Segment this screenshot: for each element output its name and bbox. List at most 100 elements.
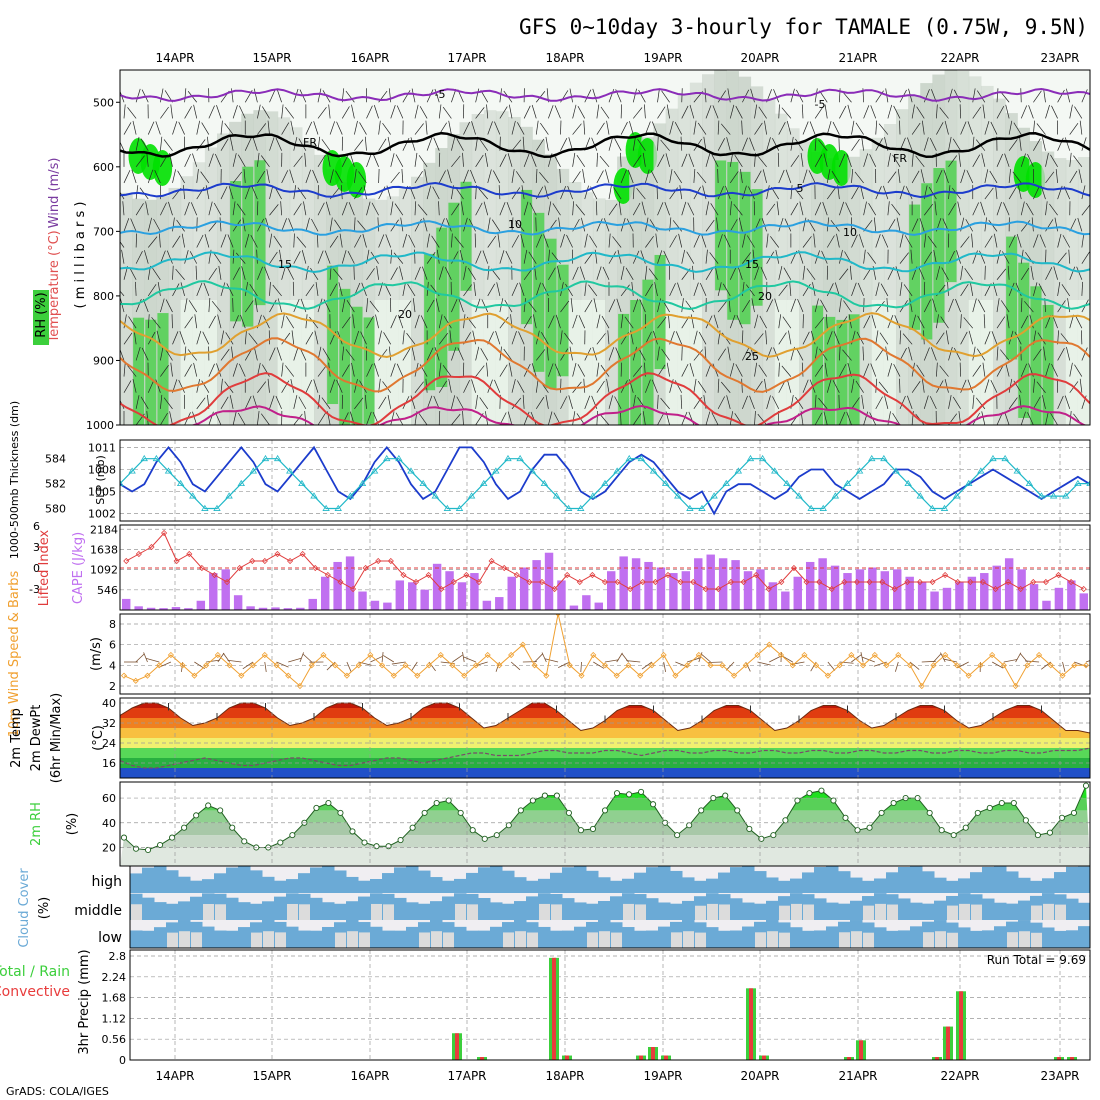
- wind-barb: [135, 251, 143, 264]
- thickness-point: [1049, 492, 1058, 499]
- wind-barb: [266, 169, 270, 184]
- wind-barb: [593, 298, 598, 313]
- cloud-bar: [1018, 877, 1031, 893]
- rh-point: [854, 827, 861, 834]
- wind-barb: [305, 217, 310, 232]
- wind-barb: [184, 298, 188, 313]
- wind-barb: [814, 106, 824, 119]
- wind-barb: [1027, 412, 1034, 425]
- wind-speed-point: [1082, 662, 1090, 669]
- wind-barb: [317, 202, 325, 216]
- rh-green-column: [812, 305, 824, 425]
- wind-barb: [422, 266, 428, 280]
- precip-panel: 2.82.241.681.120.560 Run Total = 9.69 To…: [0, 949, 1091, 1067]
- cloud-label-middle: middle: [74, 903, 122, 919]
- li-point: [337, 578, 344, 586]
- wind-barb: [608, 251, 617, 264]
- wind-barb: [665, 153, 670, 167]
- cape-bar: [209, 573, 218, 610]
- cloud-bar: [430, 901, 443, 920]
- wind-speed-point: [519, 641, 526, 648]
- li-point: [916, 578, 924, 586]
- wind-barb: [236, 203, 246, 216]
- surface-wind-barb: [604, 659, 619, 663]
- cloud-bar: [562, 930, 575, 948]
- wind-barb: [697, 122, 707, 135]
- wind-barb: [674, 122, 683, 135]
- wind-barb: [879, 332, 889, 345]
- wind-barb: [329, 235, 339, 248]
- wind-barb: [960, 314, 962, 329]
- cloud-gap: [947, 932, 958, 948]
- rh-point: [505, 822, 512, 829]
- wind-barb: [443, 316, 452, 329]
- contour-label: FR: [893, 152, 907, 165]
- cloud-bar: [250, 903, 263, 920]
- cloud-gap: [1055, 904, 1066, 920]
- wind-barb: [479, 397, 489, 410]
- wind-barb: [846, 411, 852, 425]
- wind-barb: [272, 284, 282, 297]
- cape-bar: [333, 561, 342, 610]
- rh-point: [626, 791, 633, 798]
- wind-barb: [814, 88, 818, 103]
- tick-label: 60: [102, 792, 116, 805]
- wind-barb: [410, 137, 416, 151]
- cloud-bar: [982, 866, 995, 893]
- date-label-top: 20APR: [740, 51, 779, 65]
- wind-speed-point: [777, 651, 785, 659]
- wind-barb: [1069, 123, 1079, 135]
- wind-barb: [220, 234, 227, 248]
- wind-barb: [657, 136, 659, 151]
- wind-barb: [944, 379, 949, 393]
- wind-barb: [321, 397, 331, 410]
- rh-gray-column: [265, 111, 279, 425]
- wind-barb: [657, 202, 664, 216]
- li-point: [412, 578, 420, 586]
- wind-barb: [858, 234, 864, 248]
- wind-barb: [281, 218, 287, 232]
- wind-barb: [842, 349, 852, 361]
- thickness-point: [831, 492, 840, 499]
- wind-barb: [788, 330, 792, 345]
- wind-barb: [373, 363, 379, 377]
- wind-barb: [572, 362, 577, 377]
- wind-barb: [875, 282, 880, 296]
- surface-wind-barb: [943, 658, 958, 663]
- wind-barb: [448, 378, 452, 393]
- wind-barb: [390, 267, 398, 280]
- li-point: [299, 550, 306, 558]
- wind-barb: [451, 203, 460, 216]
- tick-label: 32: [102, 717, 116, 730]
- rh-point: [938, 827, 945, 834]
- wind-barb: [131, 169, 137, 184]
- wind-barb: [1066, 88, 1071, 103]
- rh-green-column: [630, 299, 642, 425]
- wind-barb: [147, 236, 158, 248]
- wind-barb: [764, 120, 767, 135]
- wind-barb: [354, 120, 358, 135]
- wind-barb: [375, 314, 379, 329]
- rh-green-column: [327, 265, 339, 405]
- wind-barb: [1001, 300, 1010, 313]
- wind-barb: [784, 218, 792, 232]
- rh-light-column: [871, 300, 885, 425]
- wind-barb: [371, 202, 379, 216]
- wind-barb: [519, 282, 525, 297]
- li-point: [929, 578, 936, 586]
- cape-bar: [681, 571, 691, 610]
- wind-barb: [123, 104, 126, 119]
- rh-light-column: [192, 300, 206, 425]
- cloud-bar: [994, 926, 1007, 948]
- thickness-point: [843, 479, 852, 487]
- surface-wind-barb: [276, 661, 289, 668]
- cape-bar: [967, 576, 977, 610]
- cloud-bar: [766, 900, 779, 920]
- rh-light-column: [883, 300, 897, 425]
- li-point: [249, 557, 256, 565]
- wind-barb: [1045, 201, 1048, 216]
- wind-barb: [269, 281, 271, 296]
- wind-barb: [917, 315, 925, 329]
